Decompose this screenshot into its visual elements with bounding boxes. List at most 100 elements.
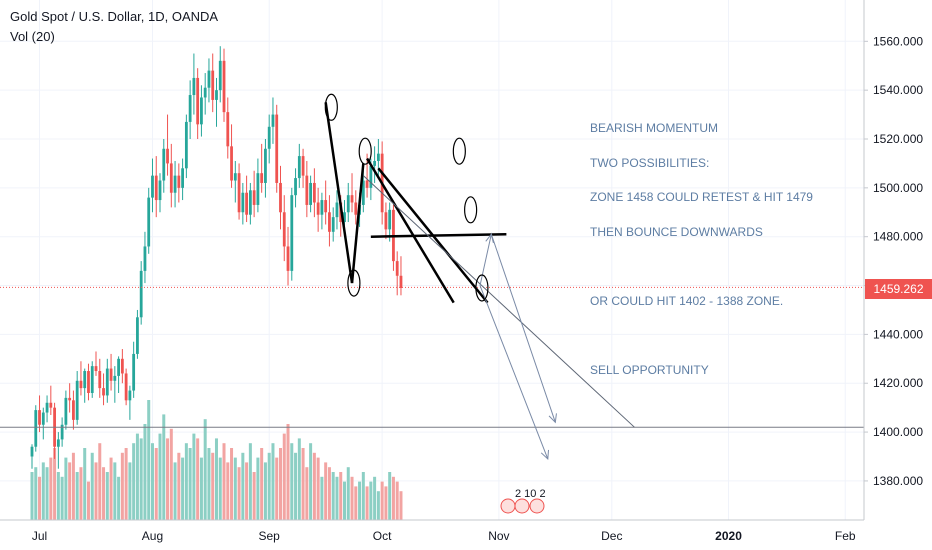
volume-bar bbox=[376, 491, 380, 520]
candle-body bbox=[79, 380, 83, 389]
volume-bar bbox=[166, 438, 170, 520]
volume-bar bbox=[230, 448, 234, 520]
flag-icon bbox=[529, 498, 545, 514]
volume-bars bbox=[30, 400, 403, 520]
volume-bar bbox=[105, 472, 109, 520]
volume-bar bbox=[346, 467, 350, 520]
candle-body bbox=[245, 192, 249, 215]
candle-body bbox=[109, 368, 113, 381]
candle-body bbox=[113, 375, 117, 381]
candle-body bbox=[181, 168, 184, 188]
volume-bar bbox=[71, 452, 75, 520]
candle-body bbox=[237, 173, 241, 213]
candle-body bbox=[72, 400, 75, 420]
volume-bar bbox=[278, 448, 282, 520]
trend-line[interactable] bbox=[362, 175, 635, 428]
trend-line[interactable] bbox=[370, 233, 507, 238]
candle-body bbox=[264, 148, 267, 183]
volume-bar bbox=[282, 433, 286, 520]
highlight-circle[interactable] bbox=[347, 269, 361, 297]
volume-indicator-label[interactable]: Vol (20) bbox=[10, 29, 55, 44]
volume-bar bbox=[339, 472, 343, 520]
candle-body bbox=[83, 371, 87, 389]
arrow-head bbox=[548, 413, 557, 424]
note-line: TWO POSSIBILITIES: bbox=[590, 155, 710, 170]
candle-body bbox=[395, 261, 399, 276]
flag-icon bbox=[500, 498, 516, 514]
price-levels bbox=[0, 286, 864, 428]
volume-bar bbox=[207, 448, 211, 520]
volume-bar bbox=[260, 448, 264, 520]
volume-bar bbox=[102, 467, 106, 520]
volume-bar bbox=[241, 452, 245, 520]
volume-bar bbox=[53, 448, 57, 520]
volume-bar bbox=[64, 457, 68, 520]
candle-body bbox=[286, 246, 290, 271]
candle-body bbox=[320, 200, 324, 215]
volume-bar bbox=[226, 462, 230, 520]
time-tick-label: Oct bbox=[373, 529, 392, 543]
volume-bar bbox=[331, 472, 335, 520]
flag-icon bbox=[514, 498, 530, 514]
candle-body bbox=[252, 190, 256, 205]
trend-line[interactable] bbox=[366, 157, 455, 304]
candle-body bbox=[365, 180, 369, 188]
candle-body bbox=[248, 190, 252, 215]
candle-body bbox=[203, 87, 207, 98]
time-tick-label: Aug bbox=[142, 529, 163, 543]
forecast-arrow[interactable] bbox=[479, 232, 556, 423]
candle-body bbox=[222, 60, 226, 113]
volume-bar bbox=[222, 443, 226, 520]
candle-body bbox=[143, 246, 147, 271]
highlight-circle[interactable] bbox=[475, 274, 489, 302]
events-badge[interactable]: 2 10 2 bbox=[500, 488, 546, 514]
volume-bar bbox=[173, 462, 177, 520]
events-badge-label: 2 10 2 bbox=[515, 488, 546, 500]
volume-bar bbox=[312, 452, 316, 520]
candle-body bbox=[267, 126, 271, 149]
volume-bar bbox=[305, 467, 309, 520]
volume-bar bbox=[380, 481, 384, 520]
time-axis[interactable]: Jul Aug Sep Oct Nov Dec 2020 Feb bbox=[32, 529, 856, 543]
candle-body bbox=[350, 195, 354, 203]
candle-body bbox=[226, 112, 230, 147]
volume-bar bbox=[271, 443, 275, 520]
trend-line[interactable] bbox=[324, 102, 354, 284]
volume-bar bbox=[275, 457, 279, 520]
volume-bar bbox=[139, 438, 143, 520]
candle-body bbox=[301, 156, 305, 176]
volume-bar bbox=[267, 452, 271, 520]
note-line bbox=[590, 330, 813, 342]
trend-line[interactable] bbox=[350, 163, 365, 284]
forecast-arrow[interactable] bbox=[479, 285, 549, 460]
symbol-title[interactable]: Gold Spot / U.S. Dollar, 1D, OANDA bbox=[10, 9, 219, 24]
volume-bar bbox=[237, 467, 241, 520]
candle-body bbox=[369, 165, 373, 188]
highlight-circle[interactable] bbox=[324, 93, 338, 121]
price-axis[interactable]: 1560.000 1540.000 1520.000 1500.000 1480.000… bbox=[864, 34, 923, 488]
candle-body bbox=[233, 173, 237, 181]
highlight-circle[interactable] bbox=[358, 137, 372, 165]
candle-body bbox=[188, 95, 192, 122]
volume-bar bbox=[147, 400, 151, 520]
highlight-circle[interactable] bbox=[464, 196, 478, 224]
candle-body bbox=[154, 175, 158, 201]
candle-body bbox=[128, 390, 132, 401]
volume-bar bbox=[327, 467, 331, 520]
volume-bar bbox=[113, 462, 117, 520]
candle-body bbox=[124, 373, 128, 401]
candle-body bbox=[230, 146, 233, 181]
candle-body bbox=[335, 202, 339, 218]
candle-body bbox=[215, 90, 218, 100]
candle-body bbox=[279, 182, 282, 213]
candle-body bbox=[147, 197, 151, 247]
price-tick-label: 1520.000 bbox=[873, 132, 923, 146]
trend-drawings[interactable] bbox=[324, 93, 635, 461]
candle-body bbox=[151, 175, 154, 198]
highlight-circle[interactable] bbox=[452, 137, 466, 165]
candle-body bbox=[354, 202, 358, 215]
note-line: THEN BOUNCE DOWNWARDS bbox=[590, 224, 763, 239]
candle-body bbox=[87, 371, 90, 393]
volume-bar bbox=[218, 457, 222, 520]
